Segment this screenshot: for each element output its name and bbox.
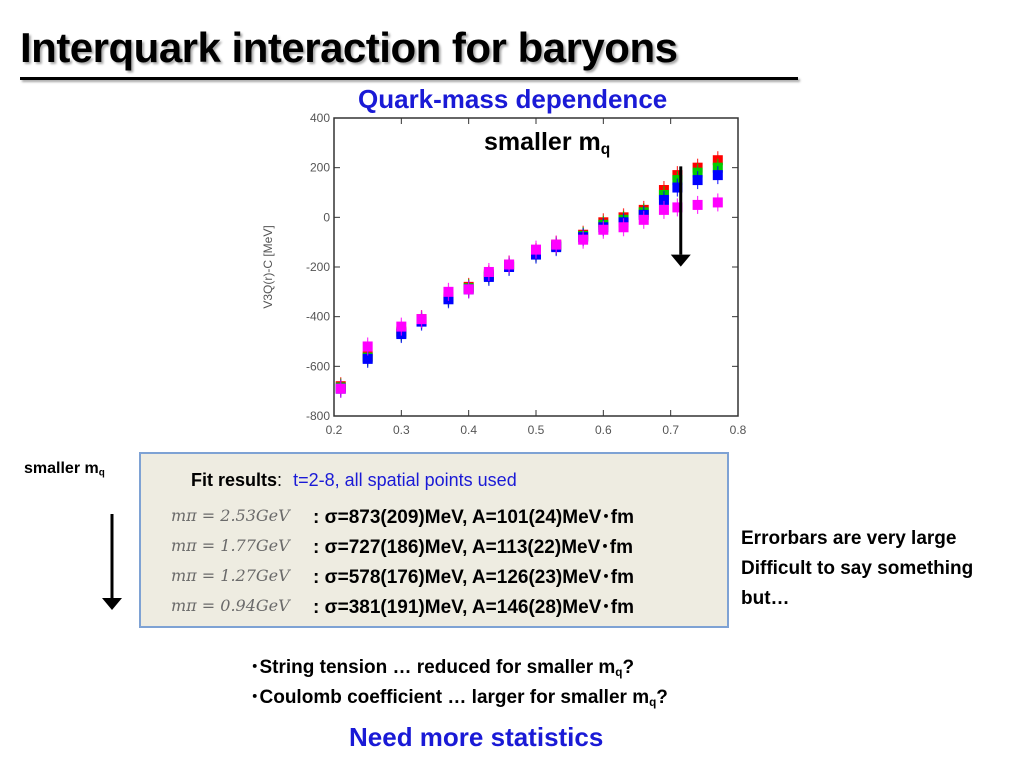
y-tick-label: -600 (306, 359, 330, 373)
data-point (362, 341, 373, 352)
fit-result: : σ=873(209)MeV, A=101(24)MeV･fm (313, 506, 635, 528)
note-line: Difficult to say something (741, 558, 974, 579)
fit-results-label: Fit results (191, 470, 278, 490)
fit-result: : σ=381(191)MeV, A=146(28)MeV･fm (313, 596, 635, 618)
data-point (712, 170, 723, 181)
conclusion-text: Need more statistics (349, 722, 604, 752)
data-point (531, 244, 541, 255)
data-point (672, 182, 683, 193)
x-tick-label: 0.6 (595, 423, 612, 437)
note-line: Errorbars are very large (741, 528, 957, 549)
pion-mass: mπ = 0.94GeV (171, 595, 290, 615)
data-point (335, 383, 346, 394)
bullet-subscript: q (649, 695, 657, 709)
pion-mass: mπ = 1.27GeV (171, 565, 290, 585)
data-point (578, 234, 589, 245)
y-tick-label: 0 (323, 210, 330, 224)
fit-row: mπ = 1.27GeV : σ=578(176)MeV, A=126(23)M… (171, 560, 731, 590)
fit-results-colon: : (277, 470, 283, 490)
x-tick-label: 0.8 (730, 423, 747, 437)
y-tick-label: -800 (306, 409, 330, 423)
data-point (692, 199, 703, 210)
data-point (638, 214, 649, 225)
bullet-text: ･String tension … reduced for smaller m (250, 657, 616, 678)
side-smaller-mq-label: smaller mq (24, 460, 105, 478)
smaller-mq-label: smaller mq (484, 128, 610, 159)
x-tick-label: 0.3 (393, 423, 410, 437)
data-point (483, 266, 494, 277)
y-tick-label: 400 (310, 111, 330, 125)
fit-row: mπ = 1.77GeV : σ=727(186)MeV, A=113(22)M… (171, 530, 731, 560)
data-point (618, 222, 629, 233)
side-smaller-mq-subscript: q (98, 467, 105, 479)
fit-result: : σ=578(176)MeV, A=126(23)MeV･fm (313, 566, 635, 588)
down-arrow-head-icon (670, 254, 691, 267)
data-point (504, 259, 515, 270)
fit-results-detail: t=2-8, all spatial points used (293, 470, 517, 490)
data-point (712, 197, 723, 208)
plot-frame (333, 117, 739, 417)
x-tick-label: 0.5 (528, 423, 545, 437)
data-point (692, 175, 703, 186)
fit-results-box: Fit results: t=2-8, all spatial points u… (139, 452, 729, 628)
fit-row: mπ = 0.94GeV : σ=381(191)MeV, A=146(28)M… (171, 590, 731, 620)
pion-mass: mπ = 1.77GeV (171, 535, 290, 555)
y-tick-label: -400 (306, 310, 330, 324)
bullet-subscript: q (615, 665, 623, 679)
fit-row: mπ = 2.53GeV : σ=873(209)MeV, A=101(24)M… (171, 500, 731, 530)
chart-subtitle: Quark-mass dependence (358, 84, 668, 114)
fit-result: : σ=727(186)MeV, A=113(22)MeV･fm (313, 536, 633, 558)
data-point (416, 314, 427, 325)
bullet-suffix: ? (656, 687, 668, 708)
side-smaller-mq-text: smaller m (24, 460, 99, 477)
bullet-suffix: ? (622, 657, 635, 678)
data-point (396, 321, 407, 332)
y-tick-label: -200 (306, 260, 330, 274)
pion-mass: mπ = 2.53GeV (171, 505, 290, 525)
x-tick-label: 0.2 (326, 423, 343, 437)
smaller-mq-subscript: q (600, 140, 611, 158)
data-point (463, 284, 474, 295)
note-line: but… (741, 588, 790, 609)
fit-results-header: Fit results: t=2-8, all spatial points u… (191, 470, 517, 491)
data-point (598, 224, 609, 235)
y-tick-label: 200 (310, 161, 330, 175)
data-point (658, 204, 669, 215)
bullet-text: ･Coulomb coefficient … larger for smalle… (250, 687, 650, 708)
data-point (551, 239, 562, 250)
down-arrow-icon (102, 514, 122, 610)
data-point (658, 194, 669, 205)
data-point (672, 202, 683, 213)
bullet-string-tension: ･String tension … reduced for smaller mq… (250, 652, 634, 679)
x-tick-label: 0.7 (662, 423, 679, 437)
title-underline (20, 77, 798, 80)
smaller-mq-text: smaller m (484, 128, 601, 156)
bullet-coulomb-coefficient: ･Coulomb coefficient … larger for smalle… (250, 682, 668, 709)
data-point (362, 353, 373, 364)
slide-title: Interquark interaction for baryons (20, 24, 678, 71)
errorbar-note: Errorbars are very large Difficult to sa… (741, 524, 1021, 614)
data-point (443, 286, 454, 297)
y-axis-label: V3Q(r)-C [MeV] (261, 225, 275, 308)
x-tick-label: 0.4 (460, 423, 477, 437)
